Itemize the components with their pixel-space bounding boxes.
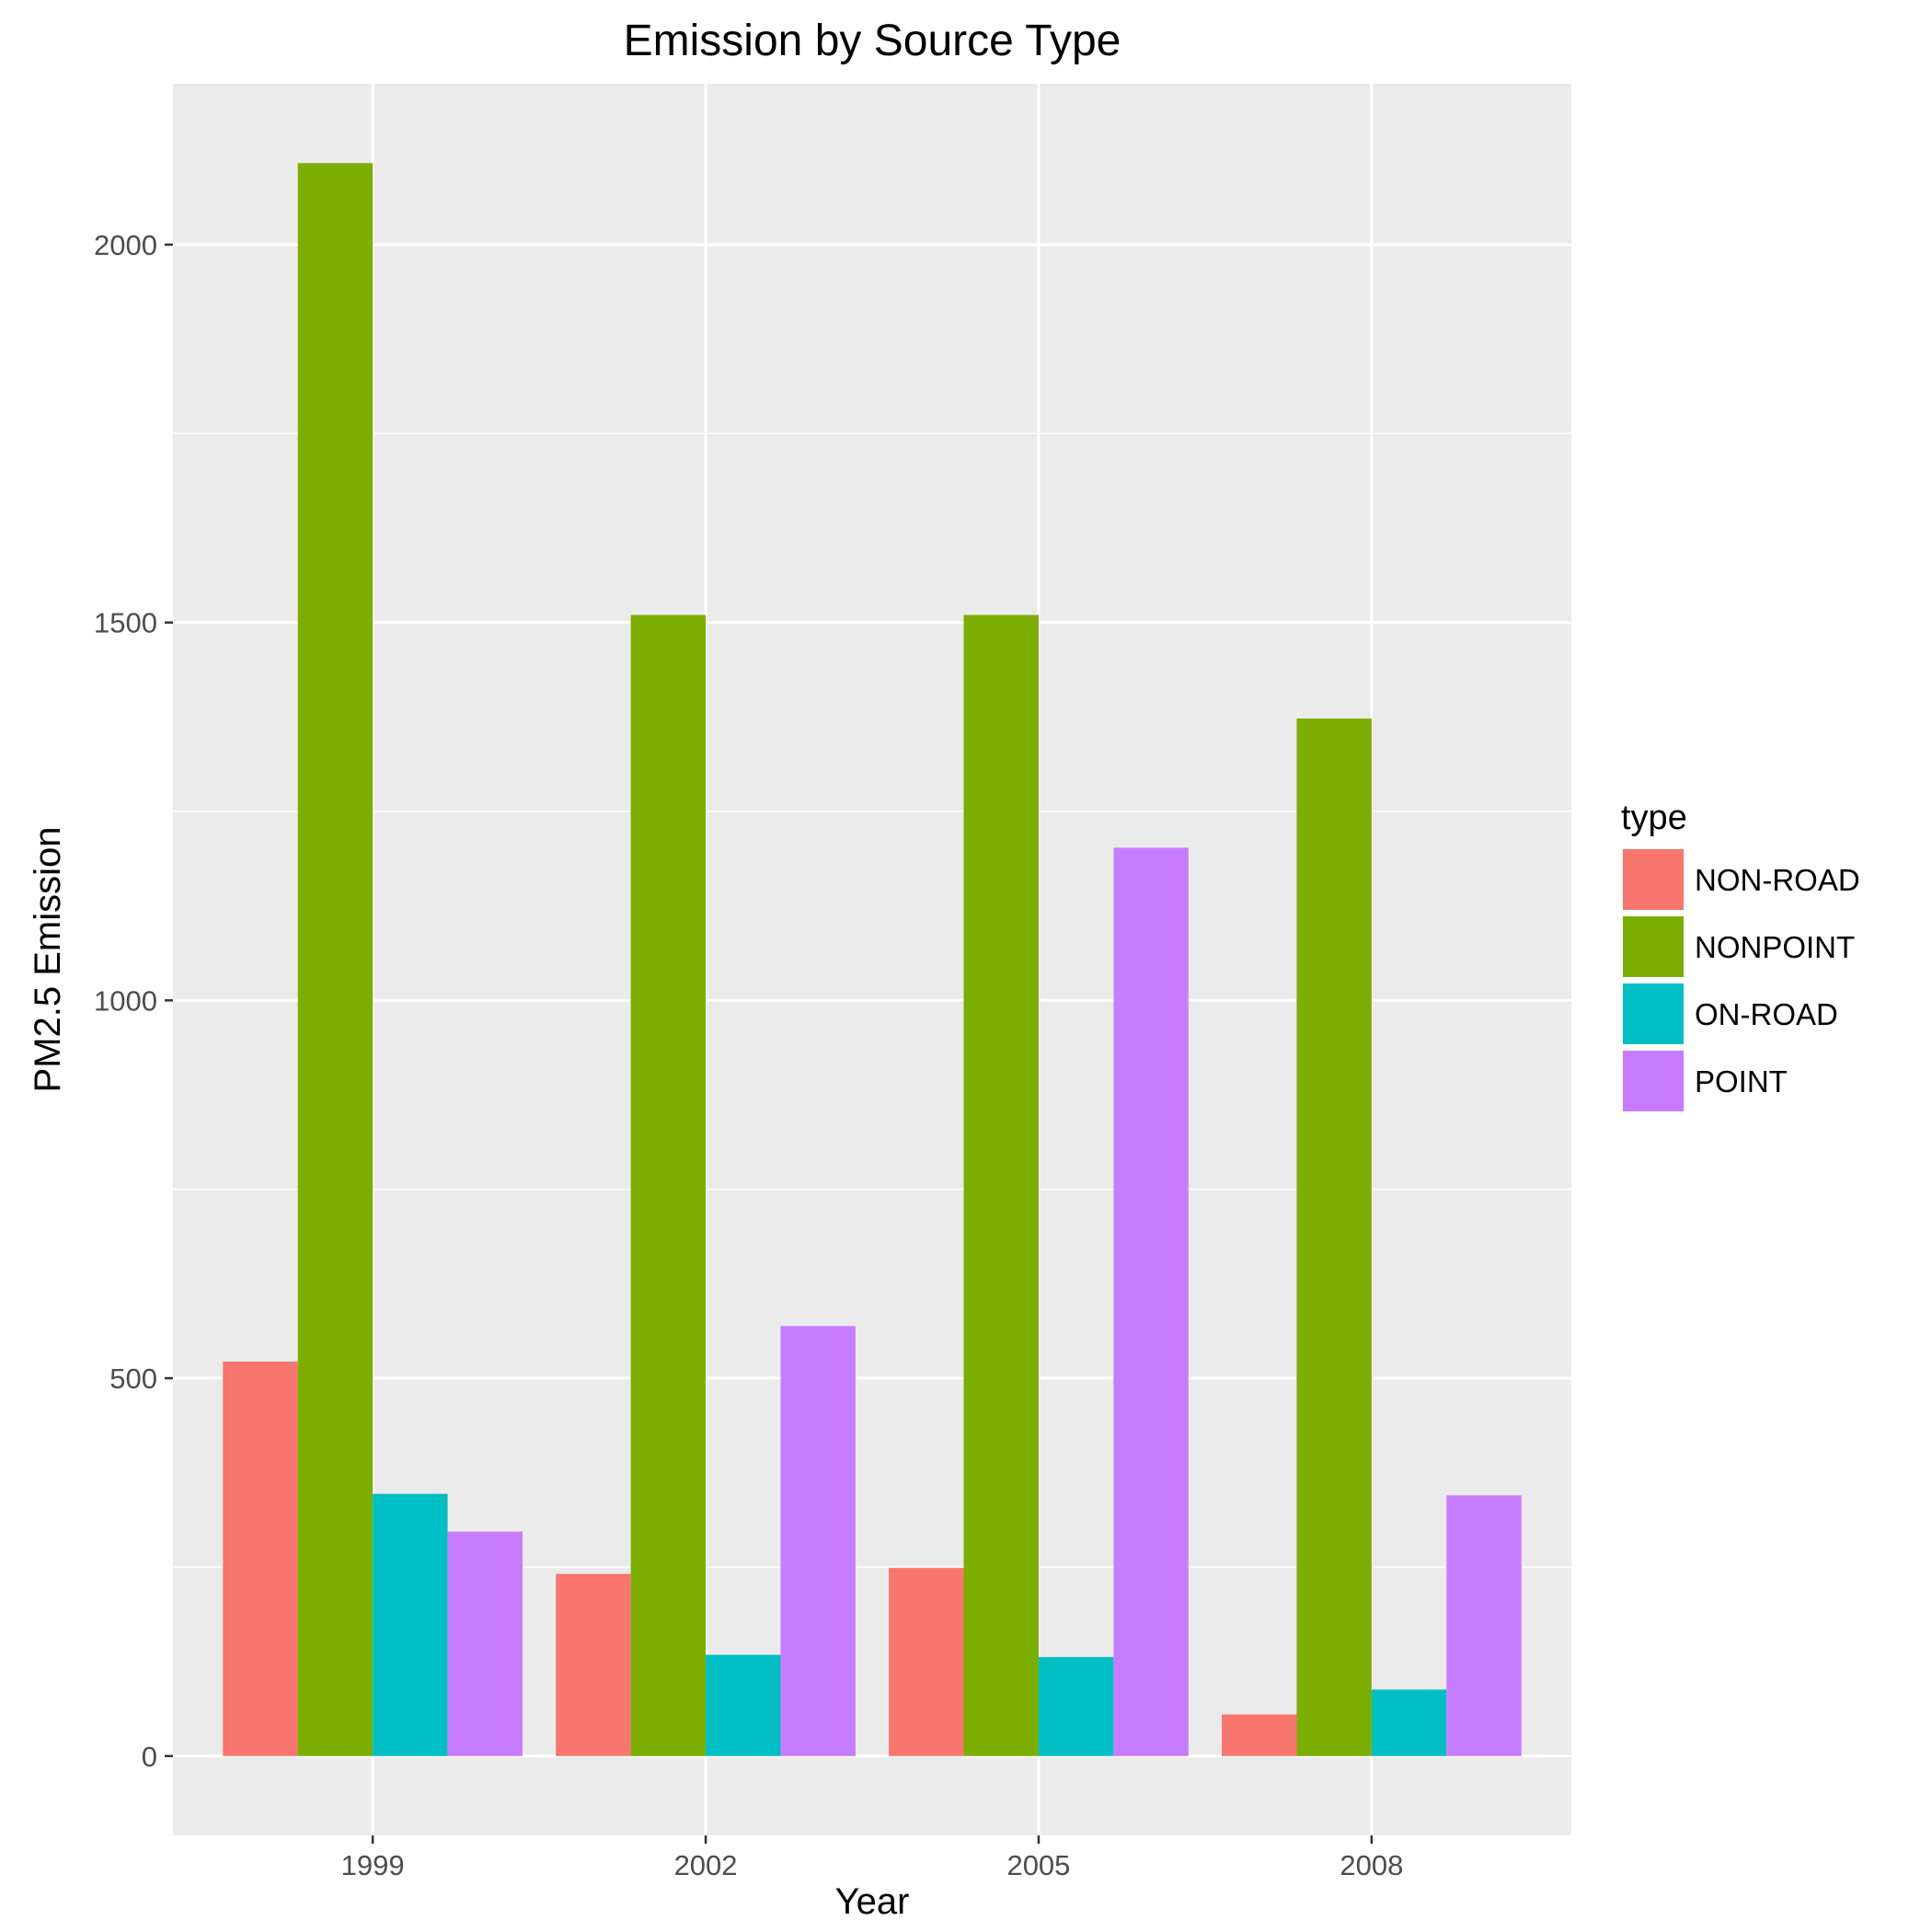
bar-on-road-2008 bbox=[1371, 1689, 1447, 1756]
bar-nonpoint-1999 bbox=[297, 163, 374, 1756]
legend-label-on-road: ON-ROAD bbox=[1695, 997, 1838, 1031]
x-tick-label: 2008 bbox=[1340, 1849, 1403, 1881]
bar-on-road-2005 bbox=[1038, 1657, 1114, 1756]
y-tick-label: 0 bbox=[142, 1741, 157, 1773]
y-tick-label: 2000 bbox=[94, 229, 157, 261]
chart-title: Emission by Source Type bbox=[624, 17, 1121, 65]
legend-label-non-road: NON-ROAD bbox=[1695, 863, 1860, 897]
bar-point-1999 bbox=[447, 1531, 523, 1756]
bar-nonpoint-2008 bbox=[1296, 718, 1372, 1756]
bar-non-road-1999 bbox=[223, 1361, 298, 1756]
legend-title: type bbox=[1621, 799, 1687, 837]
y-axis-title: PM2.5 Emission bbox=[28, 827, 68, 1093]
x-tick-label: 1999 bbox=[341, 1849, 405, 1881]
legend-label-point: POINT bbox=[1695, 1064, 1788, 1098]
x-tick-label: 2005 bbox=[1006, 1849, 1070, 1881]
legend: type NON-ROAD NONPOINT ON-ROAD POINT bbox=[1621, 799, 1860, 1111]
legend-key-nonpoint bbox=[1623, 916, 1684, 977]
legend-label-nonpoint: NONPOINT bbox=[1695, 930, 1855, 964]
x-axis-title: Year bbox=[835, 1881, 910, 1922]
bar-non-road-2002 bbox=[556, 1573, 631, 1756]
bar-nonpoint-2002 bbox=[630, 615, 707, 1756]
x-tick-label: 2002 bbox=[674, 1849, 738, 1881]
legend-key-non-road bbox=[1623, 849, 1684, 910]
axes: 0 500 1000 1500 2000 1999 2002 2005 2008 bbox=[94, 229, 1403, 1881]
bar-non-road-2005 bbox=[889, 1568, 964, 1756]
legend-key-point bbox=[1623, 1051, 1684, 1111]
y-tick-label: 1500 bbox=[94, 607, 157, 639]
bar-point-2002 bbox=[780, 1326, 856, 1756]
bars bbox=[223, 163, 1522, 1756]
bar-non-road-2008 bbox=[1222, 1714, 1297, 1756]
bar-nonpoint-2005 bbox=[963, 615, 1039, 1756]
y-tick-label: 1000 bbox=[94, 984, 157, 1017]
bar-point-2005 bbox=[1113, 847, 1189, 1756]
bar-on-road-2002 bbox=[706, 1654, 781, 1756]
bar-point-2008 bbox=[1446, 1495, 1522, 1756]
bar-on-road-1999 bbox=[373, 1493, 448, 1756]
legend-key-on-road bbox=[1623, 983, 1684, 1044]
y-tick-label: 500 bbox=[109, 1363, 157, 1395]
